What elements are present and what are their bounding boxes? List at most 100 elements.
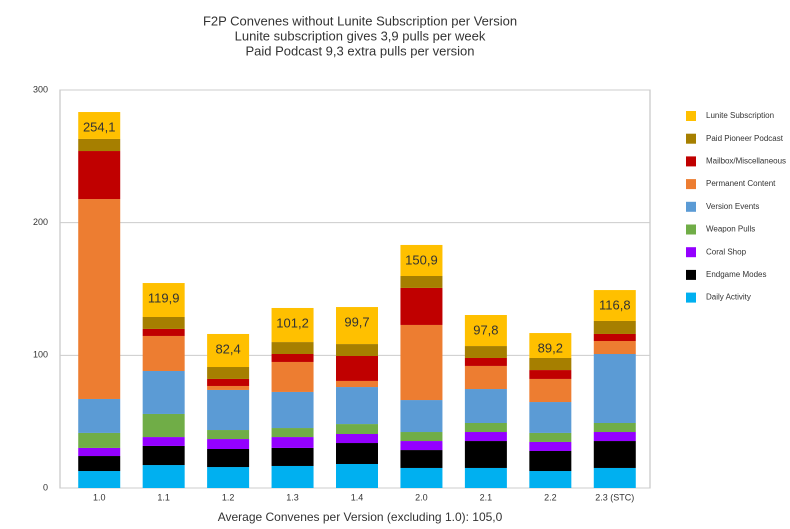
x-tick-label: 1.0 bbox=[93, 492, 106, 502]
bar-segment bbox=[593, 441, 636, 468]
legend-label: Mailbox/Miscellaneous bbox=[706, 157, 786, 166]
bar-segment bbox=[529, 402, 572, 433]
bar-segment bbox=[400, 275, 443, 288]
chart-subtitle: Paid Podcast 9,3 extra pulls per version bbox=[245, 43, 474, 58]
legend-label: Version Events bbox=[706, 202, 759, 211]
bar-segment bbox=[336, 434, 378, 444]
legend-swatch bbox=[686, 269, 696, 280]
bar-segment bbox=[78, 199, 121, 399]
bar-segment bbox=[529, 370, 572, 379]
bar-segment bbox=[78, 112, 121, 139]
bar-segment bbox=[464, 357, 507, 366]
total-label: 254,1 bbox=[83, 119, 116, 134]
bar-segment bbox=[464, 365, 507, 390]
bar-segment bbox=[400, 432, 443, 442]
bar-segment bbox=[207, 389, 250, 431]
bar-segment bbox=[593, 333, 636, 342]
bar-segment bbox=[593, 467, 636, 488]
bar-segment bbox=[207, 378, 250, 386]
legend-label: Permanent Content bbox=[706, 179, 776, 188]
x-tick-label: 2.2 bbox=[544, 492, 557, 502]
bar-segment bbox=[400, 450, 443, 468]
chart-title: F2P Convenes without Lunite Subscription… bbox=[203, 13, 517, 28]
bar-segment bbox=[529, 357, 572, 371]
x-tick-label: 2.0 bbox=[415, 492, 428, 502]
bar-segment bbox=[207, 430, 250, 440]
y-tick-label: 300 bbox=[33, 84, 48, 94]
total-label: 116,8 bbox=[599, 297, 631, 312]
bar-segment bbox=[464, 315, 507, 347]
bar-segment bbox=[271, 447, 314, 466]
bar-segment bbox=[271, 307, 314, 343]
legend-label: Daily Activity bbox=[706, 293, 751, 302]
legend-label: Weapon Pulls bbox=[706, 225, 755, 234]
bar-segment bbox=[78, 138, 121, 152]
bar-segment bbox=[464, 441, 507, 468]
bar-segment bbox=[400, 467, 443, 488]
bar-segment bbox=[336, 355, 378, 381]
legend-swatch bbox=[686, 179, 696, 190]
bar-segment bbox=[529, 450, 572, 472]
total-label: 119,9 bbox=[148, 290, 180, 305]
legend-swatch bbox=[686, 292, 696, 303]
bar-segment bbox=[464, 422, 507, 433]
bar-segment bbox=[207, 385, 250, 390]
bar-segment bbox=[207, 367, 250, 379]
legend-swatch bbox=[686, 111, 696, 121]
bar-segment bbox=[593, 422, 636, 433]
bar-segment bbox=[593, 320, 636, 334]
bar-segment bbox=[271, 437, 314, 448]
legend-swatch bbox=[686, 201, 696, 212]
bar-segment bbox=[271, 391, 314, 429]
bar-segment bbox=[529, 432, 572, 442]
bar-segment bbox=[78, 456, 121, 472]
bar-segment bbox=[464, 432, 507, 442]
bar-segment bbox=[78, 151, 121, 200]
bar-segment bbox=[529, 471, 572, 488]
bar-segment bbox=[271, 361, 314, 392]
bar-segment bbox=[142, 445, 185, 466]
bar-segment bbox=[529, 378, 572, 403]
y-tick-label: 200 bbox=[33, 217, 48, 227]
bar-segment bbox=[336, 380, 378, 388]
x-tick-label: 1.4 bbox=[351, 492, 364, 502]
bar-segment bbox=[142, 335, 185, 371]
bar-segment bbox=[336, 424, 378, 435]
bar-segment bbox=[464, 346, 507, 358]
bar-segment bbox=[78, 398, 121, 433]
x-tick-label: 2.3 (STC) bbox=[595, 492, 634, 502]
legend-swatch bbox=[686, 247, 696, 258]
legend-label: Endgame Modes bbox=[706, 270, 766, 279]
bar-segment bbox=[142, 465, 185, 488]
bar-segment bbox=[336, 463, 378, 488]
bar-segment bbox=[400, 244, 443, 276]
legend-label: Lunite Subscription bbox=[706, 111, 774, 120]
bar-segment bbox=[271, 354, 314, 362]
bar-segment bbox=[78, 447, 121, 457]
bar-segment bbox=[593, 341, 636, 355]
total-label: 82,4 bbox=[215, 341, 240, 356]
bar-segment bbox=[593, 290, 636, 321]
bar-segment bbox=[142, 437, 185, 446]
bar-segment bbox=[207, 333, 250, 368]
bar-segment bbox=[400, 287, 443, 325]
bar-segment bbox=[593, 354, 636, 423]
total-label: 101,2 bbox=[276, 315, 309, 330]
legend-label: Coral Shop bbox=[706, 247, 747, 256]
bar-segment bbox=[78, 432, 121, 448]
legend-swatch bbox=[686, 156, 696, 167]
bar-segment bbox=[400, 441, 443, 451]
total-label: 89,2 bbox=[538, 340, 563, 355]
bar-segment bbox=[529, 333, 572, 358]
total-label: 150,9 bbox=[405, 252, 438, 267]
bar-segment bbox=[271, 465, 314, 488]
y-tick-label: 100 bbox=[33, 350, 48, 360]
bar-segment bbox=[400, 324, 443, 401]
x-axis-title: Average Convenes per Version (excluding … bbox=[218, 510, 503, 524]
bar-segment bbox=[336, 387, 378, 425]
bar-segment bbox=[464, 467, 507, 488]
bar-segment bbox=[142, 316, 185, 329]
bar-segment bbox=[207, 448, 250, 468]
bar-segment bbox=[142, 328, 185, 336]
